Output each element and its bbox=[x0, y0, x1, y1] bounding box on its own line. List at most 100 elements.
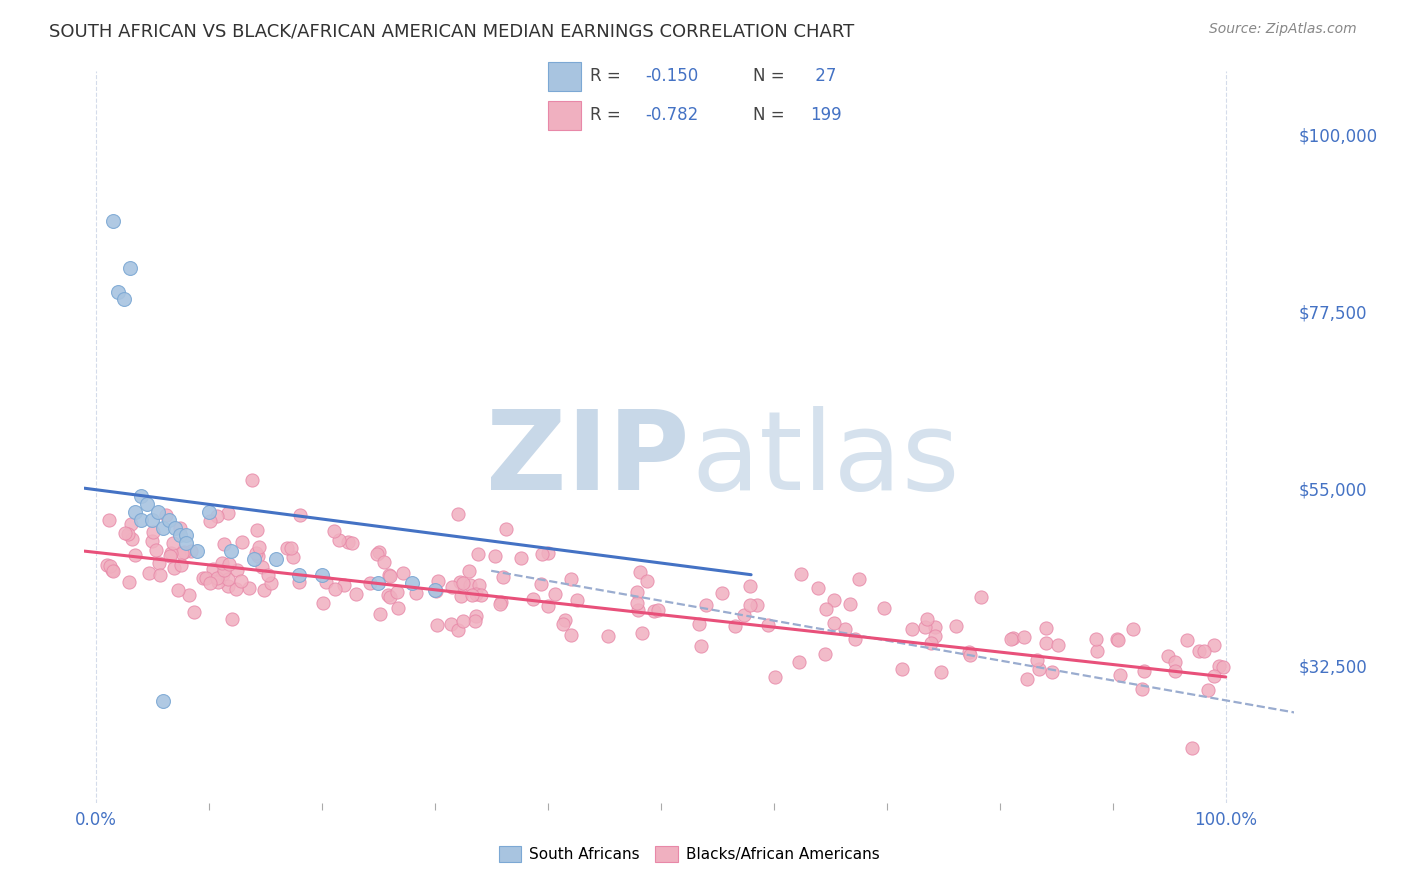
Text: R =: R = bbox=[589, 106, 620, 124]
Point bbox=[368, 545, 391, 559]
Point bbox=[385, 585, 408, 599]
Point bbox=[787, 656, 810, 670]
Point bbox=[970, 590, 993, 604]
Point bbox=[1107, 632, 1129, 647]
Point bbox=[98, 559, 121, 574]
Point bbox=[323, 524, 346, 539]
Text: SOUTH AFRICAN VS BLACK/AFRICAN AMERICAN MEDIAN EARNINGS CORRELATION CHART: SOUTH AFRICAN VS BLACK/AFRICAN AMERICAN … bbox=[49, 22, 855, 40]
Point bbox=[1002, 631, 1025, 645]
Point bbox=[790, 566, 813, 581]
Point bbox=[710, 585, 733, 599]
Point bbox=[197, 505, 219, 519]
Point bbox=[167, 582, 190, 597]
Point bbox=[959, 648, 981, 662]
Text: -0.150: -0.150 bbox=[645, 68, 699, 86]
Point bbox=[1040, 665, 1063, 680]
Point bbox=[124, 505, 146, 519]
Point bbox=[392, 566, 415, 581]
Point bbox=[957, 645, 980, 659]
Point bbox=[554, 613, 576, 627]
Point bbox=[256, 568, 278, 582]
Point bbox=[250, 559, 273, 574]
Point bbox=[112, 293, 135, 307]
Point bbox=[202, 562, 225, 576]
Point bbox=[387, 601, 409, 615]
Point bbox=[328, 533, 350, 547]
Point bbox=[630, 626, 652, 640]
Point bbox=[101, 214, 124, 228]
Point bbox=[544, 587, 567, 601]
Point bbox=[152, 693, 174, 707]
Point bbox=[98, 513, 121, 527]
Point bbox=[626, 596, 648, 610]
Point bbox=[288, 567, 311, 582]
Point bbox=[695, 598, 717, 612]
Point bbox=[872, 601, 894, 615]
Point bbox=[135, 497, 157, 511]
Point bbox=[1084, 632, 1107, 647]
Text: atlas: atlas bbox=[692, 406, 960, 513]
Point bbox=[340, 535, 363, 549]
Point bbox=[149, 568, 172, 582]
Point bbox=[142, 524, 165, 539]
Point bbox=[1197, 682, 1219, 697]
Point bbox=[114, 526, 136, 541]
Point bbox=[221, 612, 243, 626]
Point bbox=[129, 513, 152, 527]
Point bbox=[212, 563, 235, 577]
Point bbox=[247, 549, 270, 563]
Point bbox=[1164, 665, 1187, 679]
Point bbox=[280, 541, 302, 556]
Point bbox=[405, 586, 427, 600]
Point bbox=[368, 607, 391, 621]
Point bbox=[598, 629, 620, 643]
Point bbox=[288, 574, 311, 589]
Point bbox=[1122, 623, 1144, 637]
Point bbox=[145, 543, 167, 558]
Point bbox=[848, 572, 870, 586]
Point bbox=[560, 572, 582, 586]
Point bbox=[492, 569, 515, 583]
Text: R =: R = bbox=[589, 68, 620, 86]
Point bbox=[266, 552, 288, 566]
Point bbox=[1133, 665, 1156, 679]
Point bbox=[312, 596, 335, 610]
Point bbox=[1035, 622, 1057, 636]
Point bbox=[174, 536, 197, 550]
Point bbox=[138, 566, 160, 581]
Point bbox=[231, 534, 253, 549]
Point bbox=[152, 520, 174, 534]
Point bbox=[194, 571, 217, 585]
Point bbox=[457, 565, 479, 579]
Point bbox=[276, 541, 298, 555]
Point bbox=[253, 583, 276, 598]
Point bbox=[169, 528, 191, 542]
Point bbox=[815, 601, 838, 615]
Point bbox=[838, 598, 860, 612]
Point bbox=[489, 595, 512, 609]
Point bbox=[1202, 669, 1225, 683]
Point bbox=[1105, 632, 1128, 646]
Point bbox=[163, 520, 186, 534]
Point bbox=[756, 618, 779, 632]
Point bbox=[690, 639, 713, 653]
Text: 27: 27 bbox=[810, 68, 837, 86]
Point bbox=[1157, 649, 1180, 664]
Point bbox=[226, 563, 249, 577]
Point bbox=[1130, 681, 1153, 696]
Point bbox=[162, 536, 184, 550]
Point bbox=[243, 552, 266, 566]
Point bbox=[1047, 638, 1070, 652]
Point bbox=[245, 546, 267, 560]
Point bbox=[509, 550, 531, 565]
Point bbox=[1012, 630, 1035, 644]
Point bbox=[380, 569, 402, 583]
Point bbox=[198, 575, 221, 590]
Point bbox=[159, 549, 181, 563]
Point bbox=[163, 561, 186, 575]
Point bbox=[929, 665, 952, 679]
Point bbox=[738, 598, 761, 612]
Point bbox=[146, 505, 169, 519]
Point bbox=[180, 544, 202, 558]
Point bbox=[451, 575, 474, 590]
